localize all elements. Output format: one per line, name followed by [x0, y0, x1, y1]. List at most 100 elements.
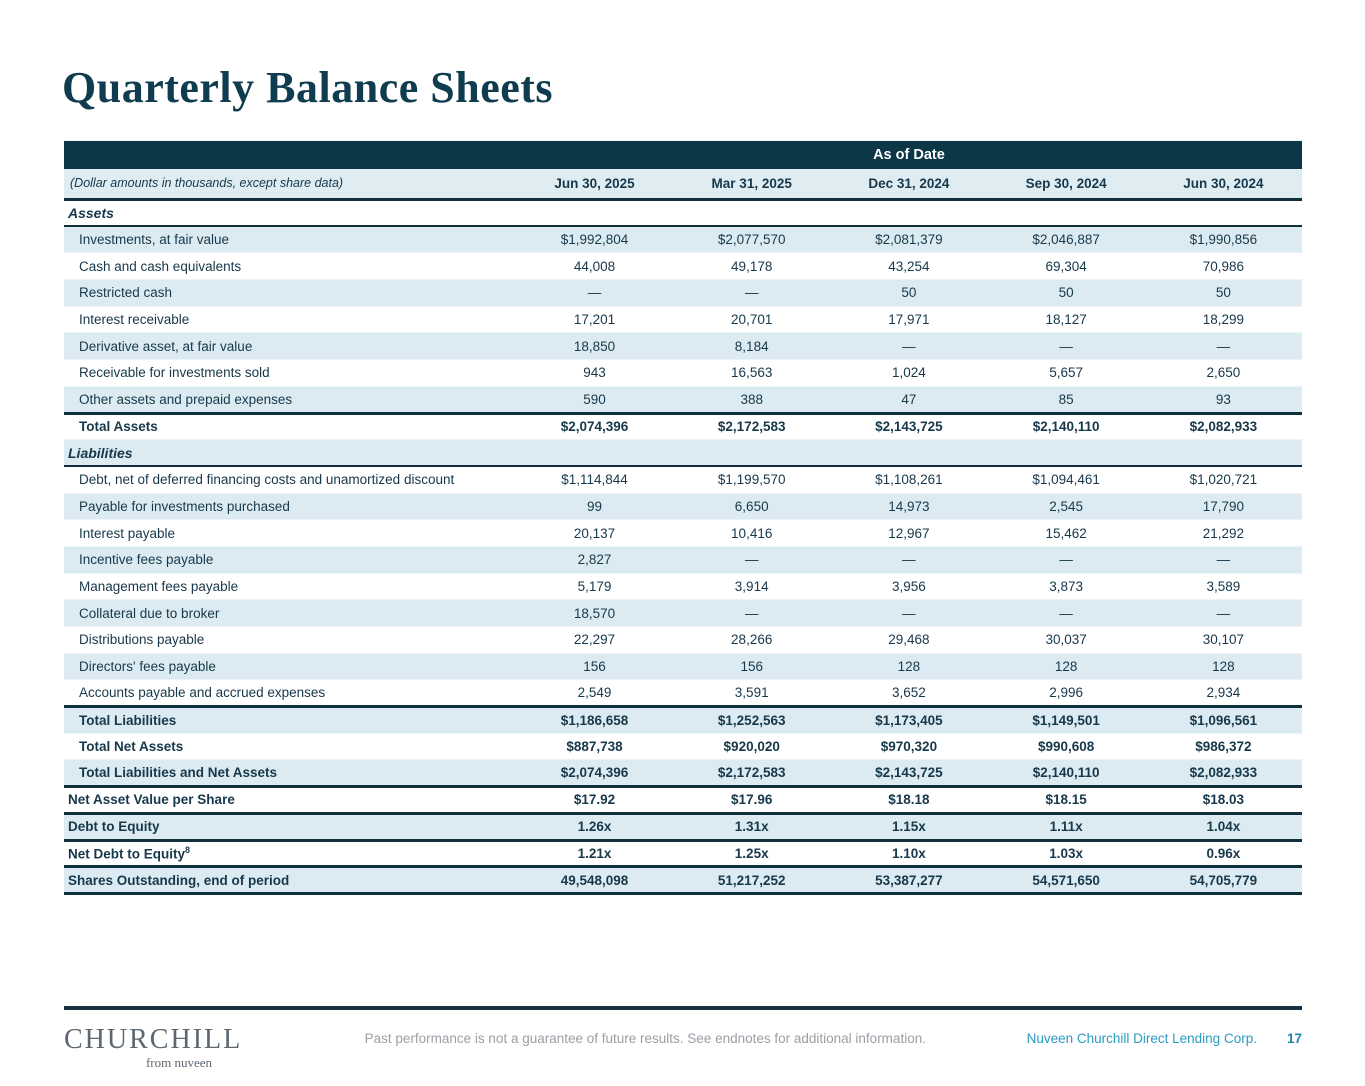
cell-value: 1.03x [987, 838, 1145, 867]
cell-value: 20,701 [673, 305, 831, 333]
table-row: Restricted cash — —50 50 50 [64, 279, 1302, 307]
cell-value [673, 199, 831, 228]
cell-value [1144, 199, 1302, 228]
cell-value: 29,468 [830, 626, 988, 654]
row-label: Distributions payable [64, 626, 516, 654]
row-label: Restricted cash [64, 279, 516, 307]
cell-value: 30,107 [1144, 626, 1302, 654]
row-label: Payable for investments purchased [64, 492, 516, 520]
slide-footer: CHURCHILL from nuveen Past performance i… [64, 1006, 1302, 1069]
row-label: Management fees payable [64, 572, 516, 600]
cell-value: 3,652 [830, 679, 988, 707]
cell-value [515, 199, 674, 228]
row-label: Receivable for investments sold [64, 359, 516, 387]
cell-value: 54,705,779 [1144, 865, 1302, 894]
row-label: Debt, net of deferred financing costs an… [64, 465, 516, 494]
cell-value: $2,081,379 [830, 225, 988, 253]
row-label: Total Assets [64, 411, 516, 440]
cell-value: 43,254 [830, 252, 988, 280]
company-name: Nuveen Churchill Direct Lending Corp. [1026, 1031, 1257, 1046]
cell-value: 943 [515, 359, 674, 387]
table-row: Collateral due to broker 18,570— — — — [64, 599, 1302, 627]
cell-value: $2,082,933 [1144, 759, 1302, 787]
cell-value [515, 439, 674, 468]
cell-value: $1,020,721 [1144, 465, 1302, 494]
cell-value: $2,082,933 [1144, 411, 1302, 440]
cell-value: $2,172,583 [673, 759, 831, 787]
cell-value: 50 [987, 279, 1145, 307]
cell-value: $1,252,563 [673, 705, 831, 734]
disclaimer-text: Past performance is not a guarantee of f… [364, 1031, 926, 1046]
cell-value: 85 [987, 385, 1145, 413]
cell-value: $1,149,501 [987, 705, 1145, 734]
cell-value: $18.15 [987, 785, 1145, 814]
as-of-date-header: As of Date [515, 140, 1302, 169]
cell-value: — [515, 279, 674, 307]
cell-value: 30,037 [987, 626, 1145, 654]
from-nuveen-tagline: from nuveen [145, 1055, 212, 1070]
cell-value: 1.15x [830, 811, 988, 840]
cell-value: — [987, 599, 1145, 627]
cell-value: $887,738 [515, 732, 674, 760]
as-of-date-band: As of Date [64, 140, 1302, 169]
row-label: Collateral due to broker [64, 599, 516, 627]
cell-value: $2,046,887 [987, 225, 1145, 253]
cell-value: 22,297 [515, 626, 674, 654]
cell-value [830, 199, 988, 228]
row-label: Liabilities [64, 439, 516, 468]
cell-value: $2,077,570 [673, 225, 831, 253]
cell-value: 128 [987, 652, 1145, 680]
table-row: Debt, net of deferred financing costs an… [64, 465, 1302, 494]
row-label: Interest payable [64, 519, 516, 547]
cell-value [673, 439, 831, 468]
cell-value: 50 [1144, 279, 1302, 307]
cell-value: $17.92 [515, 785, 674, 814]
cell-value: $2,172,583 [673, 411, 831, 440]
cell-value: 1.11x [987, 811, 1145, 840]
table-row: Directors' fees payable 156 156 128 128 128 [64, 652, 1302, 680]
cell-value: 8,184 [673, 332, 831, 360]
cell-value: 2,827 [515, 545, 674, 574]
cell-value: 3,873 [987, 572, 1145, 600]
cell-value: — [830, 332, 988, 360]
cell-value: 3,591 [673, 679, 831, 707]
cell-value: 50 [830, 279, 988, 307]
table-row: Debt to Equity 1.26x 1.31x 1.15x 1.11x 1.04x [64, 811, 1302, 840]
band-spacer [64, 140, 516, 169]
cell-value [987, 439, 1145, 468]
cell-value: $2,140,110 [987, 759, 1145, 787]
cell-value: 54,571,650 [987, 865, 1145, 894]
cell-value: 3,914 [673, 572, 831, 600]
cell-value: $2,143,725 [830, 759, 988, 787]
cell-value: — [830, 545, 988, 574]
row-label: Investments, at fair value [64, 225, 516, 253]
table-row: Management fees payable 5,179 3,914 3,956 3,… [64, 572, 1302, 600]
table-note: (Dollar amounts in thousands, except sha… [64, 168, 516, 201]
balance-sheet-table: As of Date (Dollar amounts in thousands,… [64, 140, 1302, 895]
cell-value: 20,137 [515, 519, 674, 547]
cell-value: 21,292 [1144, 519, 1302, 547]
cell-value: — [987, 332, 1145, 360]
row-label: Shares Outstanding, end of period [64, 865, 516, 894]
cell-value: 15,462 [987, 519, 1145, 547]
cell-value: 590 [515, 385, 674, 413]
section-header-row: Liabilities [64, 439, 1302, 468]
table-row: Derivative asset, at fair value 18,850 8,1… [64, 332, 1302, 360]
cell-value: $2,074,396 [515, 411, 674, 440]
cell-value: — [673, 545, 831, 574]
cell-value: $1,186,658 [515, 705, 674, 734]
row-label: Total Liabilities and Net Assets [64, 759, 516, 787]
page-title: Quarterly Balance Sheets [62, 63, 554, 112]
cell-value: $18.18 [830, 785, 988, 814]
cell-value: 1.04x [1144, 811, 1302, 840]
cell-value: — [673, 279, 831, 307]
cell-value: 128 [830, 652, 988, 680]
cell-value: $990,608 [987, 732, 1145, 760]
cell-value: 128 [1144, 652, 1302, 680]
cell-value: 2,650 [1144, 359, 1302, 387]
cell-value: 69,304 [987, 252, 1145, 280]
row-label: Cash and cash equivalents [64, 252, 516, 280]
cell-value: 18,299 [1144, 305, 1302, 333]
cell-value: 156 [673, 652, 831, 680]
cell-value: — [1144, 599, 1302, 627]
